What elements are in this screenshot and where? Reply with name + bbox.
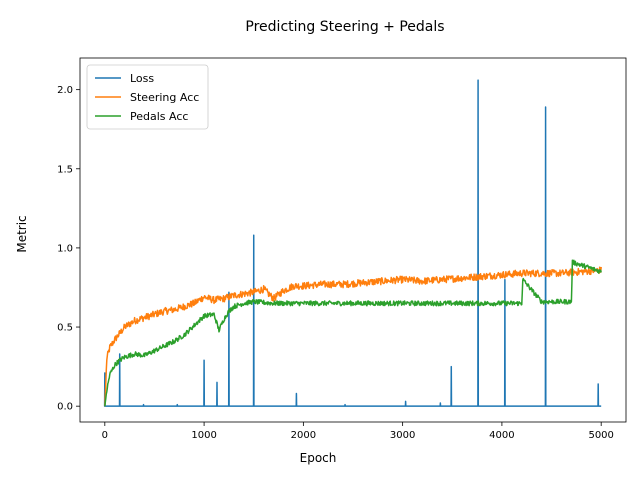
series-line-steering-acc [104,266,602,407]
axes: 0 1000 2000 3000 4000 5000 0.0 0.5 1.0 1.5 2.0 [57,57,627,441]
series-line-loss [103,79,602,407]
legend-label-loss: Loss [130,72,154,85]
axes-frame [79,57,627,423]
series-group [103,79,602,407]
y-tick-label: 1.5 [57,164,73,175]
x-tick-label: 4000 [489,430,514,441]
x-tick-label: 5000 [588,430,613,441]
legend-label-pedals-acc: Pedals Acc [130,110,188,123]
x-axis-label: Epoch [300,451,337,465]
x-tick-label: 1000 [191,430,216,441]
x-tick-label: 3000 [390,430,415,441]
plot-area [103,79,602,407]
legend-label-steering-acc: Steering Acc [130,91,199,104]
chart-title: Predicting Steering + Pedals [245,19,444,35]
y-tick-label: 0.0 [57,402,73,413]
legend: Loss Steering Acc Pedals Acc [86,64,209,130]
x-tick-label: 0 [102,430,108,441]
x-tick-label: 2000 [291,430,316,441]
y-tick-label: 1.0 [57,243,73,254]
series-line-pedals-acc [104,259,602,407]
y-tick-label: 2.0 [57,85,73,96]
legend-box [86,64,209,130]
y-tick-label: 0.5 [57,323,73,334]
y-axis-label: Metric [15,215,29,252]
